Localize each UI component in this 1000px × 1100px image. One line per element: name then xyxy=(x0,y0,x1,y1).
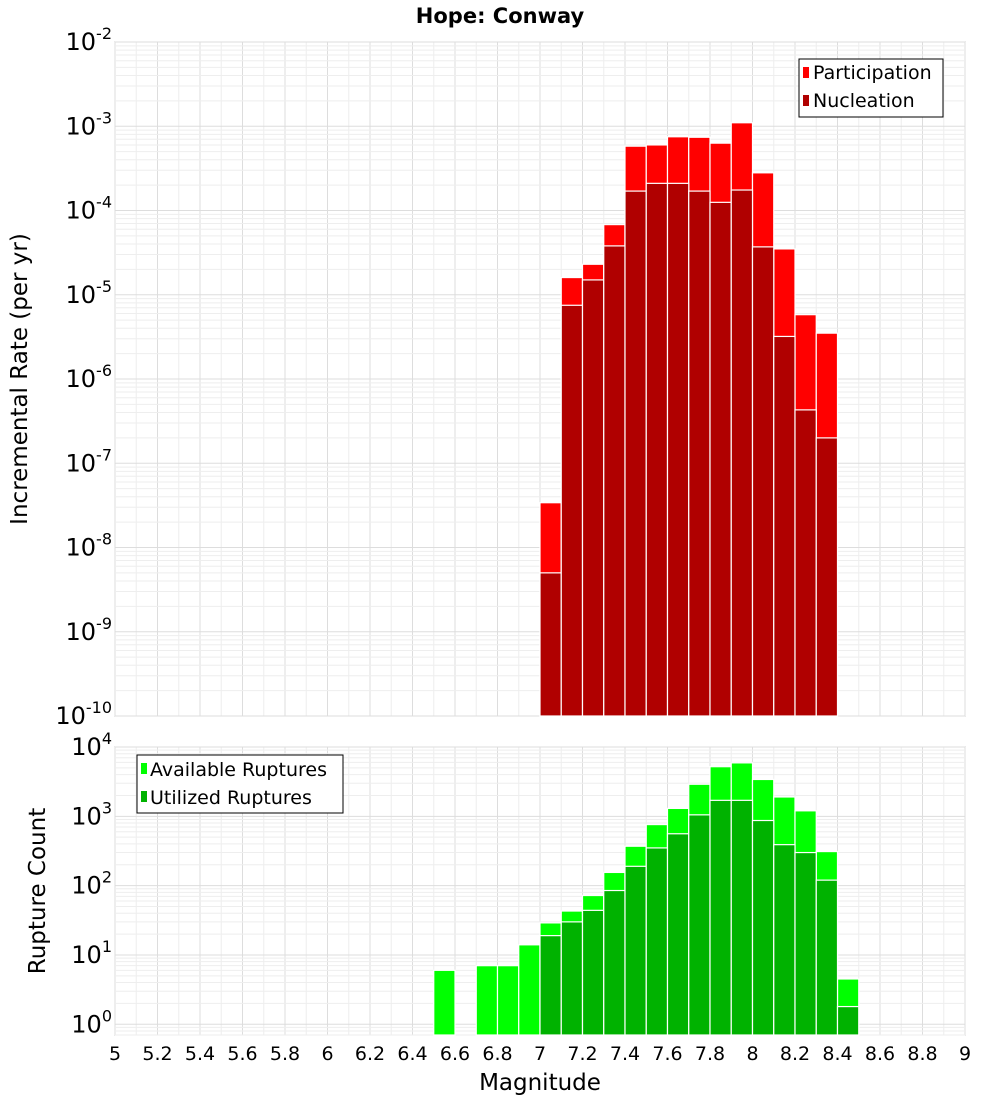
magnitude-tick-labels: 5 5.2 5.4 5.6 5.8 6 6.2 6.4 6.6 6.8 7 7.2 7.4 7.6 7.8 8… xyxy=(109,1043,971,1065)
nucleation-legend-swatch xyxy=(803,95,809,106)
utilized-ruptures-bar xyxy=(666,833,690,1036)
available-ruptures-bar xyxy=(518,944,541,1036)
utilized-ruptures-bar xyxy=(773,844,796,1036)
nucleation-bar xyxy=(709,201,732,717)
utilized-ruptures-bar xyxy=(730,799,754,1036)
nucleation-bar xyxy=(730,189,754,717)
rate-legend-box xyxy=(798,58,944,118)
available-legend-label: Available Ruptures xyxy=(150,759,327,781)
count-bars xyxy=(433,762,860,1036)
nucleation-legend-label: Nucleation xyxy=(813,90,915,112)
magnitude-tick-label: 7.6 xyxy=(652,1043,682,1065)
magnitude-tick-label: 5.4 xyxy=(185,1043,215,1065)
available-ruptures-bar xyxy=(475,965,499,1036)
utilized-ruptures-bar xyxy=(794,851,817,1036)
magnitude-tick-label: 9 xyxy=(959,1043,971,1065)
rate-legend: Participation Nucleation xyxy=(798,58,944,118)
magnitude-tick-label: 8.2 xyxy=(780,1043,810,1065)
rate-y-tick-label: 10-4 xyxy=(66,193,113,225)
nucleation-bar xyxy=(773,335,796,717)
nucleation-bar xyxy=(751,246,775,717)
utilized-ruptures-bar xyxy=(645,847,669,1036)
magnitude-tick-label: 7.4 xyxy=(610,1043,640,1065)
count-y-tick-labels: 100 101 102 103 104 xyxy=(71,729,112,1038)
rate-y-tick-label: 10-2 xyxy=(66,24,113,56)
utilized-ruptures-bar xyxy=(581,909,605,1036)
utilized-ruptures-bar xyxy=(624,865,647,1036)
rate-y-tick-label: 10-10 xyxy=(55,698,112,730)
rate-y-tick-label: 10-6 xyxy=(66,361,113,393)
chart-title: Hope: Conway xyxy=(416,4,585,28)
count-y-tick-label: 100 xyxy=(71,1006,112,1038)
nucleation-bar xyxy=(624,190,647,717)
rate-y-axis-label: Incremental Rate (per yr) xyxy=(7,233,33,525)
utilized-ruptures-bar xyxy=(836,1005,860,1036)
utilized-legend-label: Utilized Ruptures xyxy=(150,787,312,809)
utilized-ruptures-bar xyxy=(560,921,584,1036)
nucleation-bar xyxy=(666,182,690,717)
nucleation-bar xyxy=(539,572,562,717)
participation-legend-swatch xyxy=(803,67,809,78)
nucleation-bar xyxy=(794,409,817,717)
available-ruptures-bar xyxy=(433,969,456,1036)
count-y-tick-label: 103 xyxy=(71,798,112,830)
count-y-axis-label: Rupture Count xyxy=(25,808,51,974)
magnitude-tick-label: 6.4 xyxy=(397,1043,427,1065)
rate-y-tick-label: 10-5 xyxy=(66,277,113,309)
magnitude-tick-label: 8.8 xyxy=(907,1043,937,1065)
utilized-ruptures-bar xyxy=(539,935,562,1036)
utilized-ruptures-bar xyxy=(688,814,711,1036)
rate-y-tick-label: 10-9 xyxy=(66,614,113,646)
magnitude-tick-label: 6 xyxy=(321,1043,333,1065)
available-legend-swatch xyxy=(141,763,147,774)
magnitude-tick-label: 5.6 xyxy=(227,1043,257,1065)
participation-legend-label: Participation xyxy=(813,62,932,84)
magnitude-tick-label: 6.6 xyxy=(440,1043,470,1065)
utilized-legend-swatch xyxy=(141,791,147,802)
count-legend: Available Ruptures Utilized Ruptures xyxy=(136,754,344,814)
rate-y-tick-label: 10-8 xyxy=(66,530,113,562)
rate-y-tick-labels: 10-10 10-9 10-8 10-7 10-6 10-5 10-4 10-3 10-2 xyxy=(55,24,112,730)
utilized-ruptures-bar xyxy=(603,889,626,1036)
x-axis-label: Magnitude xyxy=(479,1070,601,1096)
magnitude-tick-label: 7 xyxy=(534,1043,546,1065)
rate-y-tick-label: 10-3 xyxy=(66,108,113,140)
nucleation-bar xyxy=(581,279,605,717)
magnitude-tick-label: 8 xyxy=(746,1043,758,1065)
nucleation-bar xyxy=(645,182,669,717)
count-chart: 100 101 102 103 104 5 5.2 5.4 5.6 5.8 6 6.2 6.4 6.6 6… xyxy=(25,729,971,1096)
count-y-tick-label: 102 xyxy=(71,868,112,900)
count-y-tick-label: 104 xyxy=(71,729,112,761)
count-y-tick-label: 101 xyxy=(71,937,112,969)
magnitude-tick-label: 8.6 xyxy=(865,1043,895,1065)
utilized-ruptures-bar xyxy=(815,879,839,1036)
magnitude-tick-label: 7.2 xyxy=(567,1043,597,1065)
rate-chart: Hope: Conway 10-1010-910-810-710-610-510… xyxy=(7,4,966,730)
rate-y-tick-label: 10-7 xyxy=(66,445,113,477)
available-ruptures-bar xyxy=(496,965,520,1036)
rate-bars xyxy=(539,122,839,717)
magnitude-tick-label: 7.8 xyxy=(695,1043,725,1065)
magnitude-tick-label: 6.8 xyxy=(482,1043,512,1065)
nucleation-bar xyxy=(560,304,584,717)
nucleation-bar xyxy=(815,437,839,717)
magnitude-tick-label: 5.8 xyxy=(270,1043,300,1065)
magnitude-tick-label: 6.2 xyxy=(355,1043,385,1065)
nucleation-bar xyxy=(603,245,626,717)
magnitude-tick-label: 8.4 xyxy=(822,1043,852,1065)
utilized-ruptures-bar xyxy=(751,819,775,1036)
magnitude-tick-label: 5.2 xyxy=(142,1043,172,1065)
nucleation-bar xyxy=(688,190,711,717)
count-legend-box xyxy=(136,754,344,814)
magnitude-tick-label: 5 xyxy=(109,1043,121,1065)
utilized-ruptures-bar xyxy=(709,799,732,1036)
